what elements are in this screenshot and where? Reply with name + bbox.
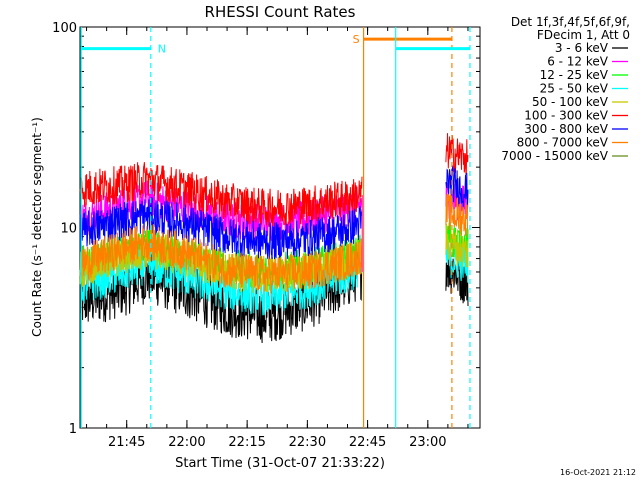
x-tick-label: 22:00 [168, 435, 205, 450]
legend-header-line: FDecim 1, Att 0 [537, 28, 630, 42]
x-tick-label: 22:30 [289, 435, 326, 450]
legend-label: 6 - 12 keV [547, 55, 609, 69]
legend-label: 3 - 6 keV [555, 41, 609, 55]
x-tick-label: 23:00 [409, 435, 446, 450]
marker-label: S [353, 33, 360, 46]
x-tick-label: 22:15 [228, 435, 265, 450]
y-tick-label: 10 [60, 222, 77, 237]
legend-header-line: Det 1f,3f,4f,5f,6f,9f, [511, 15, 630, 29]
legend-label: 25 - 50 keV [540, 82, 609, 96]
series-300-800-kev-segment-2 [445, 165, 469, 210]
y-axis-label: Count Rate (s⁻¹ detector segment⁻¹) [30, 117, 44, 337]
legend-label: 7000 - 15000 keV [501, 149, 608, 163]
series-100-300-kev-segment-1 [79, 162, 363, 227]
y-tick-label: 1 [69, 422, 77, 437]
x-axis-label: Start Time (31-Oct-07 21:33:22) [175, 456, 385, 471]
series-800-7000-kev-segment-1 [79, 224, 363, 294]
series-300-800-kev-segment-1 [79, 197, 363, 260]
legend-label: 100 - 300 keV [524, 109, 608, 123]
series-100-300-kev-segment-2 [445, 133, 469, 176]
legend-label: 800 - 7000 keV [517, 136, 609, 150]
marker-label: N [158, 43, 166, 56]
series-800-7000-kev-segment-2 [445, 193, 469, 238]
plot-area: 1 10 100 21:45 22:00 22:15 22:30 22:45 23:00 N S [52, 21, 481, 450]
timestamp-footer: 16-Oct-2021 21:12 [560, 468, 636, 477]
y-tick-label: 100 [52, 21, 77, 36]
x-tick-label: 22:45 [349, 435, 386, 450]
x-tick-label: 21:45 [108, 435, 145, 450]
chart-title: RHESSI Count Rates [205, 3, 356, 21]
legend: Det 1f,3f,4f,5f,6f,9f,FDecim 1, Att 03 -… [501, 15, 630, 163]
series-3-6-kev-segment-2 [445, 246, 469, 307]
legend-label: 50 - 100 keV [532, 95, 609, 109]
legend-label: 300 - 800 keV [524, 122, 608, 136]
series-50-100-kev-segment-2 [445, 223, 469, 268]
legend-label: 12 - 25 keV [540, 68, 609, 82]
